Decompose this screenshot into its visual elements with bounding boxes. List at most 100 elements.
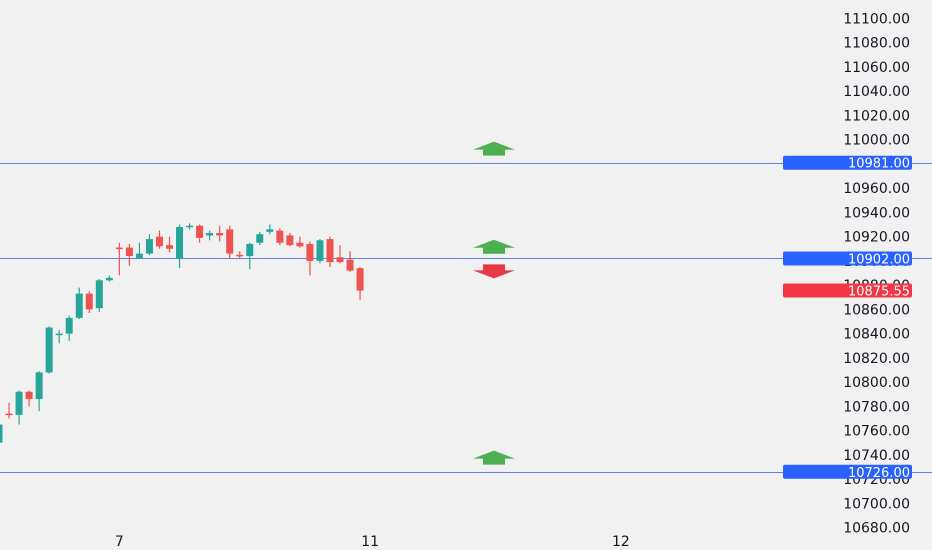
- last-price-tag: 10875.55: [783, 283, 912, 300]
- candle: [0, 424, 3, 443]
- candle-body: [166, 245, 174, 249]
- y-tick-label: 10960.00: [843, 181, 910, 197]
- y-tick-label: 10760.00: [843, 424, 910, 440]
- candle-body: [0, 424, 3, 443]
- y-tick-label: 11060.00: [843, 60, 910, 76]
- candle-body: [105, 277, 113, 281]
- arrow-down-icon: [473, 264, 515, 279]
- candle: [166, 236, 174, 253]
- last-price-tag-label: 10875.55: [848, 285, 910, 300]
- y-tick-label: 10780.00: [843, 399, 910, 415]
- candle-body: [135, 253, 143, 259]
- candle: [306, 241, 314, 276]
- y-tick-label: 10800.00: [843, 375, 910, 391]
- candle: [95, 279, 103, 312]
- candle-body: [236, 254, 244, 257]
- candle: [336, 245, 344, 264]
- candle-body: [65, 317, 73, 334]
- level-price-tag-label: 10726.00: [848, 466, 910, 481]
- y-tick-label: 11080.00: [843, 36, 910, 52]
- candle: [35, 371, 43, 412]
- last-price-tag-box: [783, 283, 912, 298]
- candle: [296, 236, 304, 248]
- candle-body: [216, 233, 224, 236]
- y-tick-label: 10820.00: [843, 351, 910, 367]
- candles: [0, 223, 364, 443]
- candle-body: [306, 243, 314, 261]
- y-tick-label: 10840.00: [843, 327, 910, 343]
- candle: [155, 230, 163, 249]
- candle: [145, 234, 153, 255]
- candle-body: [145, 239, 153, 254]
- y-tick-label: 11040.00: [843, 84, 910, 100]
- candle: [346, 251, 354, 272]
- level-price-tag-label: 10981.00: [848, 157, 910, 172]
- candle: [135, 242, 143, 259]
- candle-body: [246, 243, 254, 257]
- candle-body: [15, 391, 23, 415]
- candle-body: [95, 280, 103, 309]
- candle-body: [336, 257, 344, 263]
- candle-body: [196, 225, 204, 238]
- candle: [15, 390, 23, 425]
- level-price-tag-box: [783, 155, 912, 170]
- candle: [45, 326, 53, 374]
- y-tick-label: 10920.00: [843, 230, 910, 246]
- candle: [85, 291, 93, 314]
- arrow-up-icon: [473, 450, 515, 465]
- y-tick-label: 11020.00: [843, 108, 910, 124]
- candle: [256, 231, 264, 246]
- level-price-tag-box: [783, 251, 912, 266]
- arrow-up-icon: [473, 239, 515, 254]
- candle-body: [25, 391, 33, 400]
- y-tick-label: 10740.00: [843, 448, 910, 464]
- candle-body: [75, 293, 83, 318]
- candle: [286, 233, 294, 247]
- candle: [236, 251, 244, 259]
- candle-body: [45, 327, 53, 373]
- candle: [75, 287, 83, 320]
- x-axis[interactable]: 7 11 12: [115, 534, 630, 550]
- candle: [5, 402, 13, 419]
- level-price-tag: 10726.00: [783, 464, 912, 481]
- signal-arrows: [473, 141, 515, 465]
- candle: [266, 224, 274, 235]
- candle-body: [85, 293, 93, 310]
- y-tick-label: 10940.00: [843, 205, 910, 221]
- candle: [226, 225, 234, 259]
- candle-body: [276, 230, 284, 243]
- candle-body: [35, 372, 43, 400]
- candle-body: [326, 239, 334, 263]
- candle-body: [356, 268, 364, 291]
- y-tick-label: 11000.00: [843, 133, 910, 149]
- y-tick-label: 10680.00: [843, 521, 910, 537]
- candle: [125, 243, 133, 266]
- y-tick-label: 10860.00: [843, 302, 910, 318]
- x-tick-label: 11: [361, 534, 379, 550]
- candle-body: [226, 229, 234, 254]
- candle: [65, 315, 73, 341]
- candle: [216, 225, 224, 242]
- candle: [25, 390, 33, 407]
- candle-body: [346, 259, 354, 271]
- candle: [276, 228, 284, 246]
- candle-body: [176, 226, 184, 259]
- candle: [246, 242, 254, 270]
- candle: [316, 239, 324, 264]
- x-tick-label: 7: [115, 534, 124, 550]
- candle: [105, 275, 113, 282]
- candle: [196, 224, 204, 243]
- candle-body: [115, 247, 123, 250]
- y-tick-label: 10700.00: [843, 496, 910, 512]
- level-price-tag-label: 10902.00: [848, 252, 910, 267]
- candle-body: [186, 225, 194, 228]
- candle: [115, 242, 123, 276]
- candle: [356, 266, 364, 300]
- candle-body: [5, 413, 13, 416]
- y-tick-label: 11100.00: [843, 12, 910, 28]
- arrow-up-icon: [473, 141, 515, 156]
- candle-body: [206, 233, 214, 236]
